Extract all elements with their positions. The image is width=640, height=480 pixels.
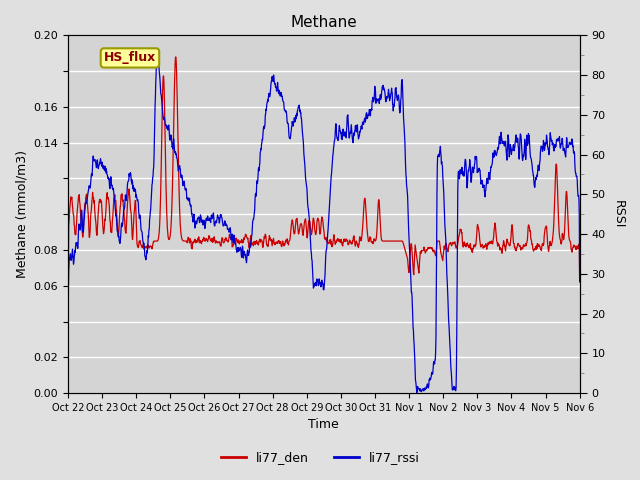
Legend: li77_den, li77_rssi: li77_den, li77_rssi: [216, 446, 424, 469]
X-axis label: Time: Time: [308, 419, 339, 432]
Y-axis label: RSSI: RSSI: [612, 200, 625, 228]
Y-axis label: Methane (mmol/m3): Methane (mmol/m3): [15, 150, 28, 278]
Text: HS_flux: HS_flux: [104, 51, 156, 64]
Title: Methane: Methane: [291, 15, 357, 30]
